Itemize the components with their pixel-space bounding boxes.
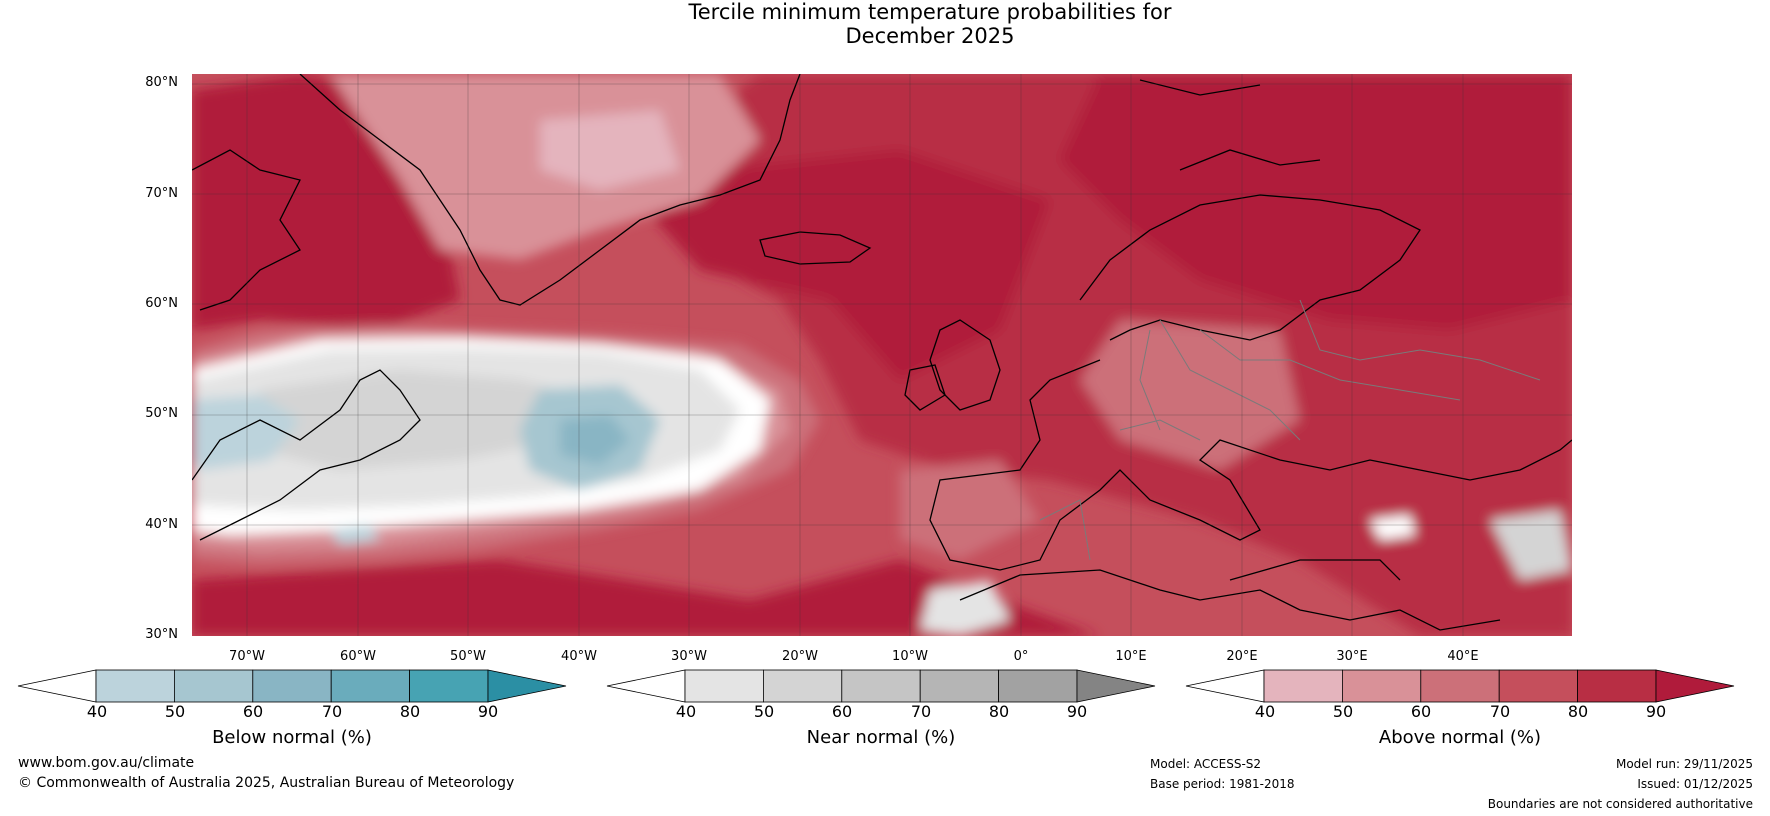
cb-above-tick: 70 (1489, 702, 1511, 721)
chart-title: Tercile minimum temperature probabilitie… (590, 0, 1270, 48)
cb-below-tick: 40 (86, 702, 108, 721)
cb-below-segment (173, 669, 254, 703)
cb-near-segment (841, 669, 921, 703)
lon-label-20w: 20°W (782, 649, 818, 664)
country-borders (1039, 299, 1541, 561)
cb-below-extend-high (487, 669, 567, 703)
cb-above-segment (1498, 669, 1578, 703)
lat-label-60n: 60°N (145, 296, 178, 311)
gridlines (192, 74, 1572, 636)
lat-label-70n: 70°N (145, 186, 178, 201)
cb-below-segment (252, 669, 332, 703)
title-line-1: Tercile minimum temperature probabilitie… (688, 0, 1172, 24)
lon-label-10w: 10°W (892, 649, 928, 664)
coastlines (192, 74, 1572, 631)
lat-label-50n: 50°N (145, 406, 178, 421)
cb-near-extend-low (606, 669, 686, 703)
lat-label-80n: 80°N (145, 75, 178, 90)
cb-below-tick: 70 (321, 702, 343, 721)
lat-label-30n: 30°N (145, 627, 178, 642)
lon-label-0: 0° (1013, 649, 1029, 664)
lon-label-10e: 10°E (1115, 649, 1147, 664)
lon-label-40w: 40°W (561, 649, 597, 664)
cb-above-segment (1420, 669, 1500, 703)
cb-above-tick: 60 (1410, 702, 1432, 721)
colorbars (17, 669, 1735, 703)
lon-label-30w: 30°W (671, 649, 707, 664)
probability-field (192, 74, 1572, 636)
lon-label-50w: 50°W (450, 649, 486, 664)
lon-label-40e: 40°E (1447, 649, 1479, 664)
cb-above-title: Above normal (%) (1378, 727, 1542, 748)
cb-below-segment (330, 669, 411, 703)
cb-below-segment (409, 669, 489, 703)
cb-near-tick: 80 (988, 702, 1010, 721)
cb-above-extend-low (1185, 669, 1265, 703)
cb-near-tick: 50 (753, 702, 775, 721)
cb-above-segment (1263, 669, 1343, 703)
cb-near-tick: 70 (910, 702, 932, 721)
cb-below-tick: 80 (399, 702, 421, 721)
cb-above-tick: 80 (1567, 702, 1589, 721)
disclaimer-text: Boundaries are not considered authoritat… (1487, 797, 1753, 811)
cb-near-extend-high (1076, 669, 1156, 703)
website-text: www.bom.gov.au/climate (18, 755, 195, 771)
copyright-text: © Commonwealth of Australia 2025, Austra… (18, 775, 515, 791)
lon-label-20e: 20°E (1226, 649, 1258, 664)
cb-near-tick: 60 (831, 702, 853, 721)
model-text: Model: ACCESS-S2 (1150, 757, 1262, 771)
issued-text: Issued: 01/12/2025 (1637, 777, 1753, 791)
cb-near-tick: 90 (1066, 702, 1088, 721)
cb-below-tick: 60 (242, 702, 264, 721)
cb-above-tick: 40 (1254, 702, 1276, 721)
cb-near-title: Near normal (%) (806, 727, 956, 748)
lon-label-30e: 30°E (1336, 649, 1368, 664)
cb-above-segment (1577, 669, 1657, 703)
cb-above-tick: 50 (1332, 702, 1354, 721)
cb-below-tick: 90 (477, 702, 499, 721)
cb-below-extend-low (17, 669, 97, 703)
cb-above-tick: 90 (1645, 702, 1667, 721)
cb-below-title: Below normal (%) (212, 727, 372, 748)
lon-label-70w: 70°W (229, 649, 265, 664)
title-line-2: December 2025 (845, 24, 1015, 48)
cb-near-segment (919, 669, 1000, 703)
cb-below-tick: 50 (164, 702, 186, 721)
cb-near-tick: 40 (675, 702, 697, 721)
lon-label-60w: 60°W (340, 649, 376, 664)
cb-near-segment (998, 669, 1078, 703)
lat-label-40n: 40°N (145, 517, 178, 532)
model-run-text: Model run: 29/11/2025 (1615, 757, 1753, 771)
cb-above-extend-high (1655, 669, 1735, 703)
cb-below-segment (95, 669, 175, 703)
cb-near-segment (684, 669, 764, 703)
base-period-text: Base period: 1981-2018 (1150, 777, 1295, 791)
cb-above-segment (1342, 669, 1422, 703)
cb-near-segment (763, 669, 843, 703)
